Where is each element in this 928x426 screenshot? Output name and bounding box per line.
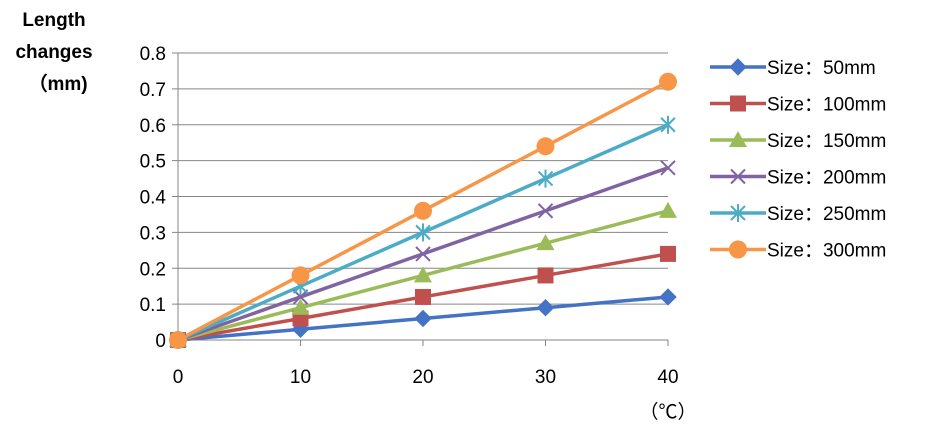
legend-item: Size：100mm: [710, 95, 886, 116]
x-tick-label: 40: [657, 367, 678, 388]
y-tick-labels: 0 0.1 0.2 0.3 0.4 0.5 0.6 0.7 0.8: [140, 44, 167, 352]
y-axis-title-line-1: Length: [22, 10, 85, 31]
data-point-marker: [659, 288, 677, 306]
data-point-marker: [660, 160, 676, 176]
y-tick-label: 0: [155, 331, 166, 352]
data-point-marker: [414, 309, 432, 328]
data-point-marker: [414, 266, 432, 283]
data-point-marker: [536, 137, 555, 156]
legend-marker: [730, 204, 746, 222]
y-tick-label: 0.1: [140, 295, 166, 316]
legend-item: Size：150mm: [710, 131, 886, 152]
x-tick-label: 30: [535, 367, 556, 388]
y-axis-title: Length changes （mm): [15, 10, 92, 95]
data-point-marker: [291, 298, 310, 315]
y-tick-label: 0.8: [140, 44, 166, 65]
axes: [172, 52, 669, 346]
data-point-marker: [537, 267, 554, 284]
legend-label: Size：200mm: [767, 168, 886, 189]
legend-label: Size：50mm: [767, 58, 876, 79]
legend-item: Size：200mm: [710, 168, 886, 189]
legend-marker: [729, 131, 747, 147]
y-tick-label: 0.3: [140, 223, 166, 244]
series-markers: [169, 72, 677, 349]
x-axis-title: （℃）: [639, 401, 696, 423]
legend-label: Size：150mm: [767, 131, 886, 152]
data-point-marker: [415, 223, 431, 242]
data-point-marker: [659, 201, 677, 218]
y-tick-label: 0.2: [140, 259, 166, 280]
data-point-marker: [169, 331, 187, 349]
data-point-marker: [536, 299, 555, 317]
data-point-marker: [659, 72, 677, 91]
data-point-marker: [415, 246, 431, 262]
data-point-marker: [292, 289, 309, 305]
legend-label: Size：300mm: [767, 241, 886, 262]
y-tick-label: 0.5: [140, 152, 166, 173]
data-point-marker: [537, 203, 554, 219]
legend-marker: [729, 58, 747, 76]
data-point-marker: [537, 169, 554, 188]
y-axis-title-line-3: （mm): [28, 72, 87, 95]
legend-item: Size：300mm: [710, 240, 886, 262]
data-point-marker: [536, 234, 555, 251]
legend-label: Size：250mm: [767, 204, 886, 225]
legend: Size：50mm Size：100mm Size：150mm Size：200mm S…: [710, 58, 886, 262]
y-tick-label: 0.4: [140, 188, 167, 209]
y-tick-label: 0.6: [140, 116, 166, 137]
x-tick-labels: 0 10 20 30 40: [173, 367, 679, 388]
y-tick-label: 0.7: [140, 80, 166, 101]
legend-marker: [729, 240, 747, 259]
x-tick-label: 0: [173, 367, 184, 388]
legend-marker: [730, 95, 746, 112]
data-point-marker: [414, 201, 432, 220]
x-tick-label: 10: [290, 367, 311, 388]
legend-marker: [730, 168, 746, 185]
x-tick-label: 20: [412, 367, 433, 388]
legend-item: Size：50mm: [710, 58, 876, 79]
y-axis-title-line-2: changes: [15, 42, 92, 63]
data-point-marker: [660, 115, 676, 134]
data-point-marker: [660, 245, 676, 262]
legend-label: Size：100mm: [767, 95, 886, 116]
legend-item: Size：250mm: [710, 204, 886, 225]
data-point-marker: [415, 288, 431, 305]
data-point-marker: [291, 266, 310, 285]
